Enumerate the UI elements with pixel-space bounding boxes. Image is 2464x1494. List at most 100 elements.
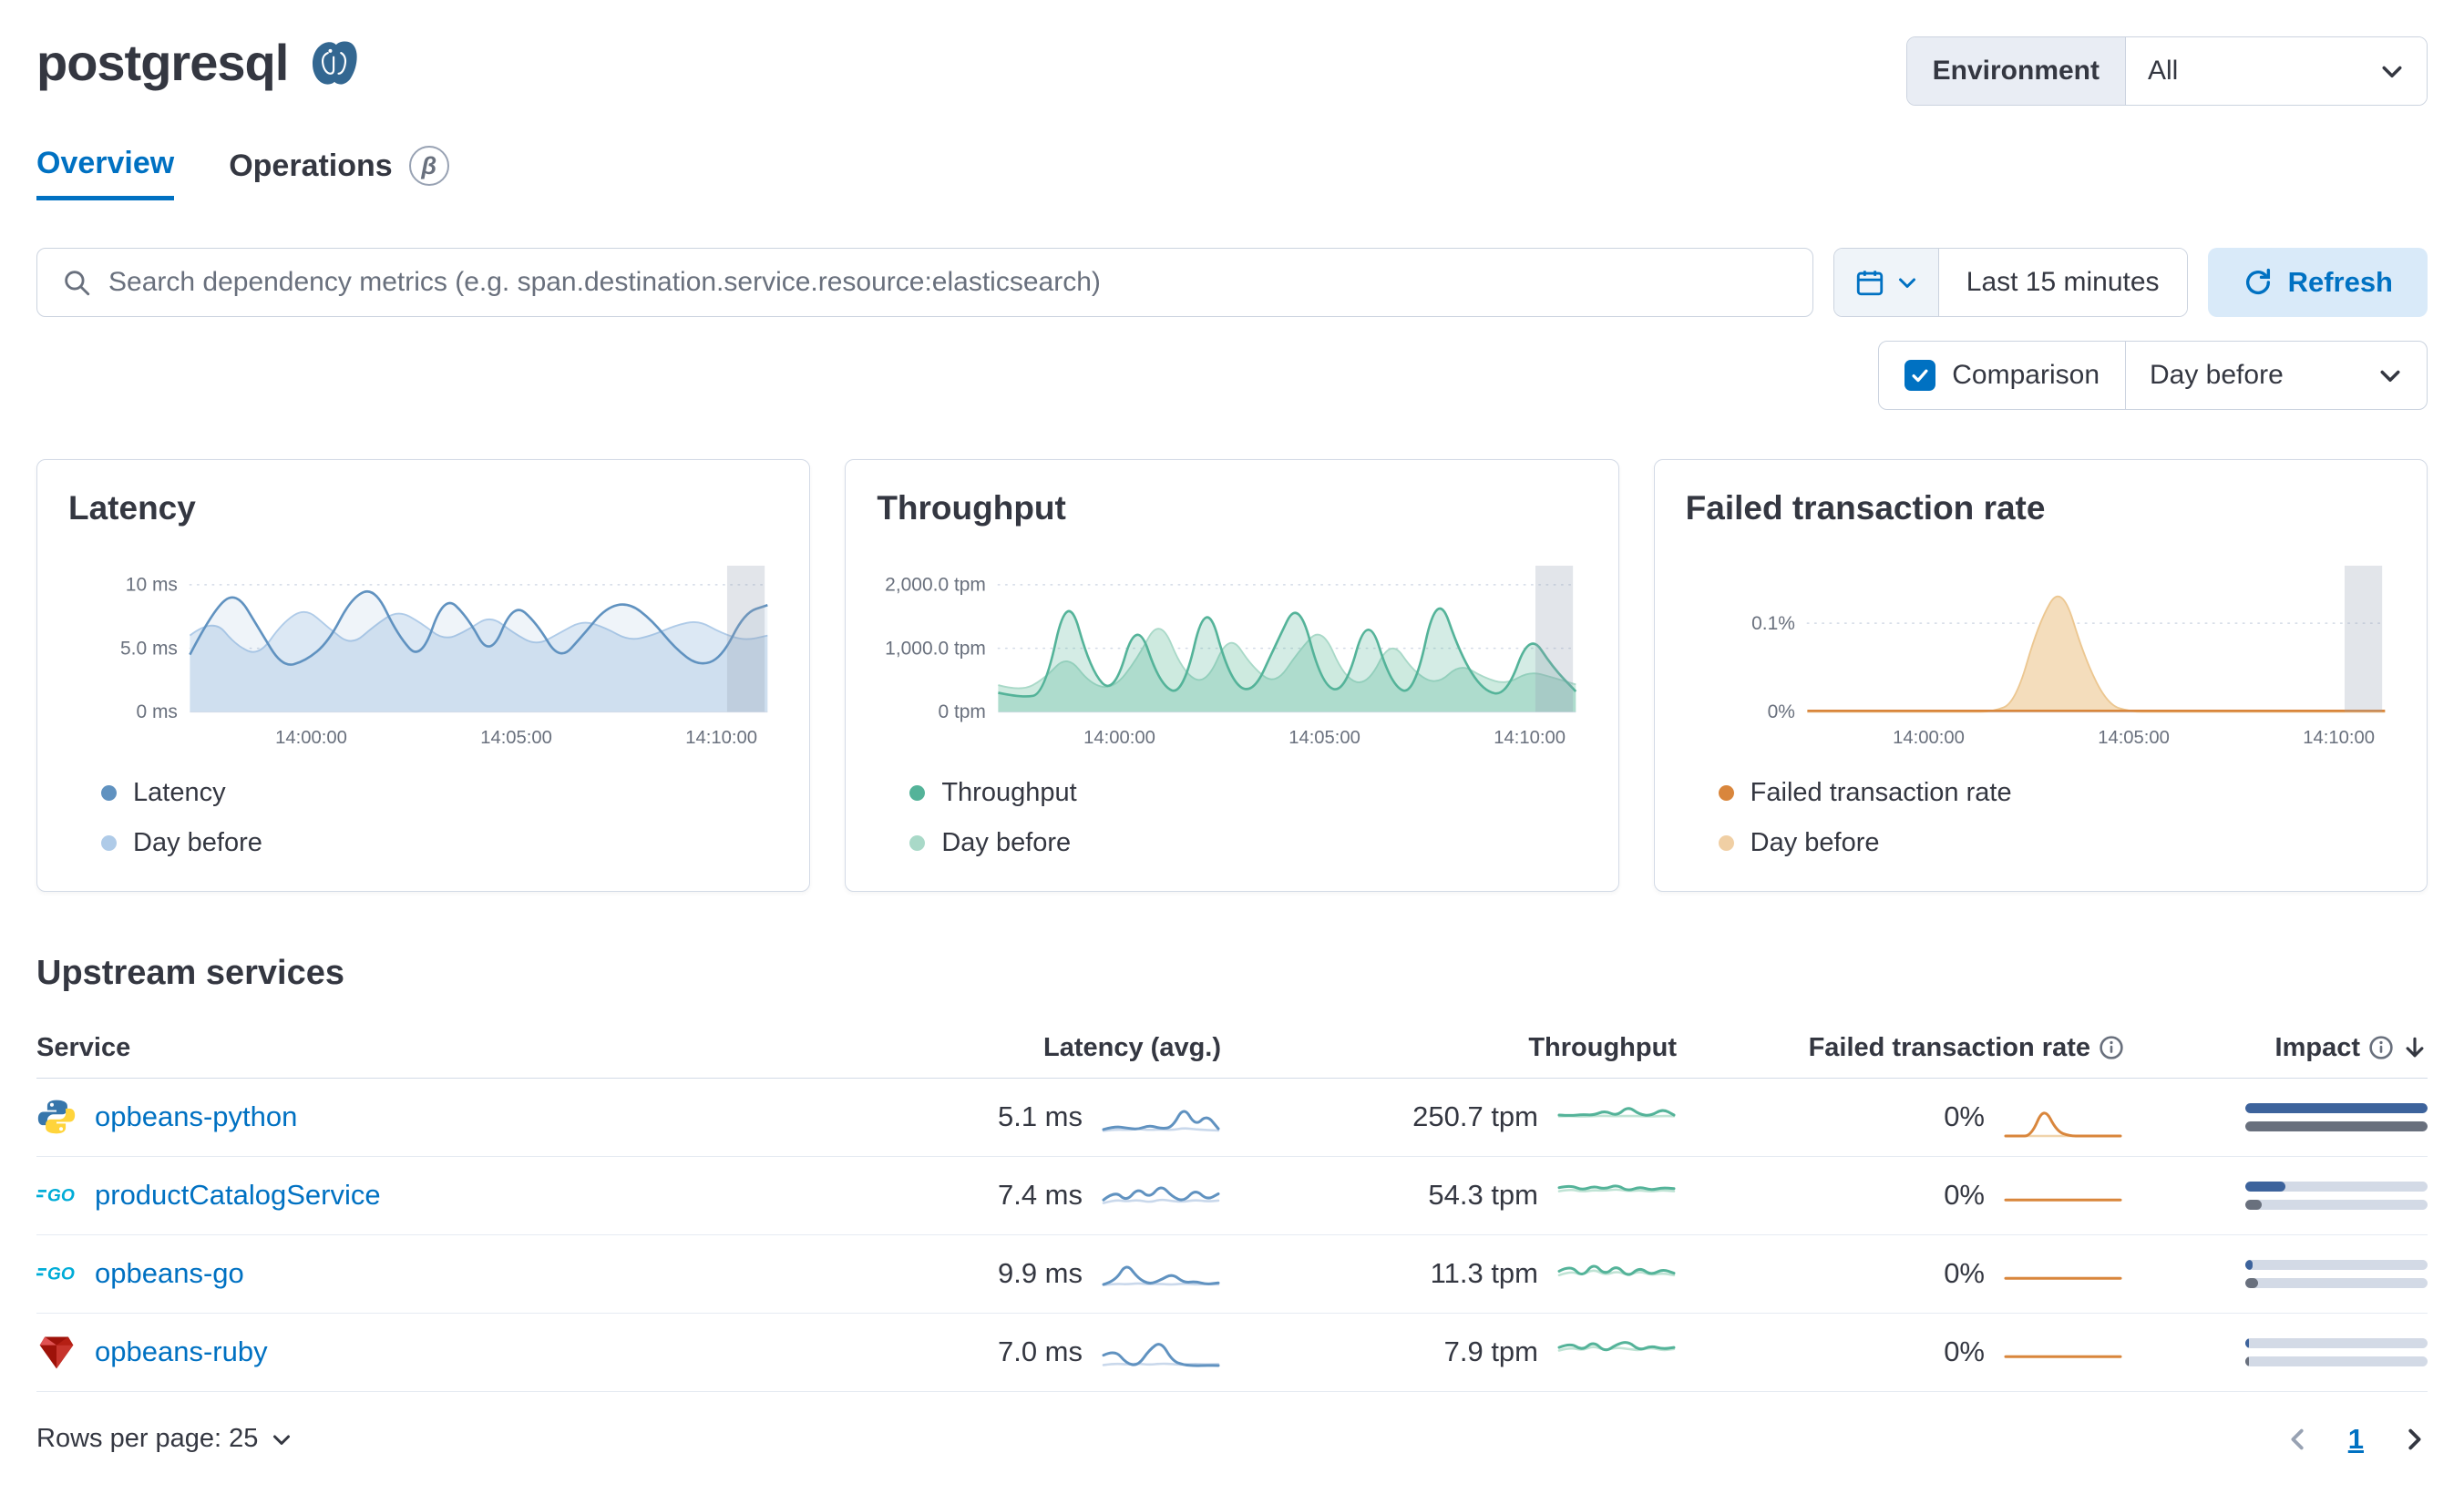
failed-rate-chart[interactable]: 0.1% 0% 14:00:00 14:05:00 14:10:00 xyxy=(1686,549,2396,754)
page-header: postgresql Environment All xyxy=(36,33,2428,106)
table-row: opbeans-python 5.1 ms 250.7 tpm 0% xyxy=(36,1079,2428,1157)
environment-select[interactable]: All xyxy=(2126,37,2427,105)
legend-item[interactable]: Day before xyxy=(1718,827,2396,858)
throughput-cell: 250.7 tpm xyxy=(1221,1093,1677,1141)
legend-item[interactable]: Failed transaction rate xyxy=(1718,777,2396,808)
legend-label: Day before xyxy=(133,827,262,857)
svg-text:14:10:00: 14:10:00 xyxy=(1494,728,1566,748)
throughput-value: 250.7 tpm xyxy=(1412,1100,1538,1133)
latency-cell: 9.9 ms xyxy=(747,1250,1221,1297)
next-page-button[interactable] xyxy=(2400,1426,2428,1453)
refresh-icon xyxy=(2245,268,2270,294)
tab-operations-label: Operations xyxy=(229,148,393,183)
impact-bars xyxy=(2245,1337,2428,1366)
tab-overview[interactable]: Overview xyxy=(36,146,175,200)
legend-label: Failed transaction rate xyxy=(1750,777,2012,807)
tab-overview-label: Overview xyxy=(36,146,175,180)
svg-text:14:05:00: 14:05:00 xyxy=(480,728,552,748)
table-row: opbeans-ruby 7.0 ms 7.9 tpm 0% xyxy=(36,1314,2428,1392)
impact-cell xyxy=(2123,1259,2428,1288)
chevron-down-icon xyxy=(2380,370,2400,382)
table-row: GO productCatalogService 7.4 ms 54.3 tpm… xyxy=(36,1157,2428,1235)
legend-item[interactable]: Day before xyxy=(101,828,778,858)
rows-per-page-button[interactable]: Rows per page: 25 xyxy=(36,1424,293,1454)
service-cell: opbeans-python xyxy=(36,1097,747,1137)
legend-label: Day before xyxy=(1750,827,1880,857)
legend-dot xyxy=(101,834,117,851)
chevron-down-icon xyxy=(273,1435,291,1445)
legend-label: Throughput xyxy=(941,777,1077,807)
comparison-value: Day before xyxy=(2150,360,2284,390)
legend-item[interactable]: Throughput xyxy=(909,778,1586,808)
metric-cards: Latency 10 ms 5.0 ms 0 ms 14:00:00 14:05:00 1… xyxy=(36,459,2428,892)
check-icon xyxy=(1912,369,1928,383)
failed-rate-sparkline xyxy=(2004,1355,2122,1358)
upstream-services-title: Upstream services xyxy=(36,953,344,992)
go-logo-icon: GO xyxy=(36,1187,75,1206)
throughput-cell: 54.3 tpm xyxy=(1221,1172,1677,1219)
throughput-chart[interactable]: 2,000.0 tpm 1,000.0 tpm 0 tpm 14:00:00 14:05… xyxy=(877,549,1586,754)
svg-text:1,000.0 tpm: 1,000.0 tpm xyxy=(885,638,986,659)
python-logo-icon xyxy=(37,1100,76,1134)
latency-legend: Latency Day before xyxy=(68,778,778,858)
throughput-value: 7.9 tpm xyxy=(1443,1335,1538,1368)
search-input[interactable] xyxy=(108,267,1789,298)
table-header: Service Latency (avg.) Throughput Failed… xyxy=(36,1017,2428,1079)
failed-rate-cell: 0% xyxy=(1677,1250,2123,1297)
throughput-value: 54.3 tpm xyxy=(1428,1179,1538,1212)
latency-value: 9.9 ms xyxy=(997,1257,1083,1290)
time-range-button[interactable]: Last 15 minutes xyxy=(1938,249,2187,316)
comparison-group: Comparison Day before xyxy=(1878,341,2428,410)
info-icon[interactable] xyxy=(2369,1036,2393,1059)
col-service: Service xyxy=(36,1032,131,1062)
search-icon xyxy=(65,271,90,296)
throughput-sparkline xyxy=(1557,1341,1676,1353)
legend-item[interactable]: Latency xyxy=(101,778,778,808)
failed-rate-card-title: Failed transaction rate xyxy=(1685,489,2046,527)
legend-dot xyxy=(909,834,926,851)
comparison-row: Comparison Day before xyxy=(36,341,2428,410)
impact-cell xyxy=(2123,1181,2428,1210)
legend-item[interactable]: Day before xyxy=(909,828,1586,858)
service-link[interactable]: opbeans-go xyxy=(95,1257,244,1290)
latency-card-title: Latency xyxy=(68,489,196,527)
col-impact[interactable]: Impact xyxy=(2123,1033,2428,1063)
legend-dot xyxy=(1718,834,1734,851)
info-icon[interactable] xyxy=(2100,1036,2123,1059)
pagination: 1 xyxy=(2284,1423,2428,1456)
svg-text:0.1%: 0.1% xyxy=(1751,613,1795,634)
failed-rate-cell: 0% xyxy=(1677,1172,2123,1219)
service-link[interactable]: productCatalogService xyxy=(95,1179,381,1212)
toolbar: Last 15 minutes Refresh xyxy=(36,248,2428,317)
tab-operations[interactable]: Operations β xyxy=(229,146,449,200)
refresh-label: Refresh xyxy=(2287,266,2393,298)
throughput-sparkline xyxy=(1557,1264,1676,1277)
previous-page-button[interactable] xyxy=(2284,1426,2312,1453)
refresh-button[interactable]: Refresh xyxy=(2207,248,2428,317)
comparison-checkbox[interactable] xyxy=(1904,360,1936,391)
failed-rate-value: 0% xyxy=(1944,1257,1985,1290)
failed-rate-value: 0% xyxy=(1944,1179,1985,1212)
chevron-down-icon xyxy=(1898,278,1915,288)
service-link[interactable]: opbeans-ruby xyxy=(95,1335,268,1368)
svg-text:14:05:00: 14:05:00 xyxy=(2098,728,2170,748)
svg-text:14:00:00: 14:00:00 xyxy=(1893,728,1965,748)
service-cell: GO opbeans-go xyxy=(36,1254,747,1294)
svg-text:14:05:00: 14:05:00 xyxy=(1289,728,1361,748)
postgresql-logo-icon xyxy=(313,40,357,85)
comparison-select[interactable]: Day before xyxy=(2126,342,2427,409)
page-number[interactable]: 1 xyxy=(2347,1422,2364,1455)
date-quick-select-button[interactable] xyxy=(1833,249,1939,316)
throughput-legend: Throughput Day before xyxy=(877,778,1586,858)
impact-bars xyxy=(2245,1181,2428,1210)
comparison-toggle: Comparison xyxy=(1879,342,2126,409)
legend-label: Day before xyxy=(941,827,1072,857)
latency-chart[interactable]: 10 ms 5.0 ms 0 ms 14:00:00 14:05:00 14:10:00 xyxy=(68,549,778,754)
failed-rate-value: 0% xyxy=(1944,1335,1985,1368)
throughput-sparkline xyxy=(1557,1107,1676,1119)
failed-rate-value: 0% xyxy=(1944,1100,1985,1133)
failed-rate-sparkline xyxy=(2004,1198,2122,1202)
throughput-card: Throughput 2,000.0 tpm 1,000.0 tpm 0 tpm 14… xyxy=(845,459,1619,892)
service-link[interactable]: opbeans-python xyxy=(95,1100,298,1133)
